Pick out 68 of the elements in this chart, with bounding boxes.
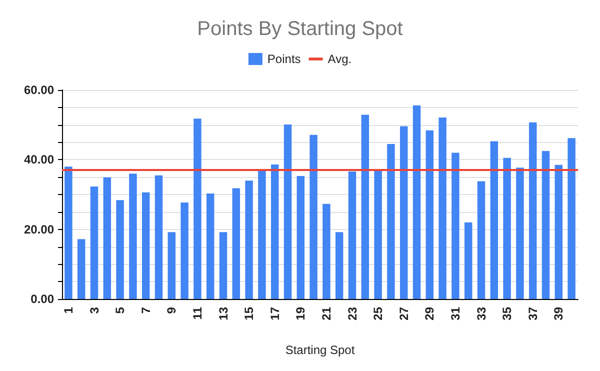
x-tick-label: 31 [448, 306, 462, 320]
y-tick-label: 0.00 [30, 292, 54, 306]
bar [219, 232, 228, 299]
bar [77, 239, 86, 299]
bar [542, 150, 550, 299]
y-tick-label: 20.00 [24, 222, 54, 236]
bar [503, 158, 511, 299]
x-tick-label: 39 [552, 306, 566, 320]
x-tick-label: 7 [138, 306, 153, 314]
bar [528, 122, 537, 299]
bar [490, 141, 498, 299]
bar [258, 170, 266, 299]
bar [103, 177, 112, 299]
bar [400, 126, 408, 299]
bar [232, 188, 240, 299]
x-tick-label: 3 [87, 306, 102, 314]
bar [477, 181, 486, 299]
x-tick-label: 29 [422, 306, 437, 320]
bar [554, 164, 563, 299]
x-tick-label: 11 [190, 306, 204, 320]
bar [310, 134, 318, 299]
bar [168, 232, 176, 299]
bar [438, 118, 446, 299]
bar [374, 170, 382, 299]
bar [284, 124, 292, 299]
bar [116, 200, 124, 299]
bar [464, 222, 472, 299]
bar [142, 192, 150, 299]
x-tick-label: 9 [164, 306, 179, 314]
bar [335, 232, 344, 299]
bar [452, 152, 460, 299]
bar [180, 202, 188, 299]
x-tick-label: 13 [216, 306, 230, 320]
y-tick-label: 40.00 [24, 152, 54, 167]
x-tick-label: 17 [268, 306, 282, 320]
legend-label: Points [267, 52, 301, 66]
bar [516, 168, 524, 299]
x-axis-title: Starting Spot [285, 343, 356, 357]
x-tick-label: 25 [371, 306, 386, 320]
x-tick-label: 19 [294, 306, 308, 320]
bar [64, 166, 72, 299]
bar [426, 130, 434, 299]
x-tick-label: 27 [396, 306, 411, 320]
bar [348, 172, 356, 299]
bar [568, 138, 576, 299]
bar [270, 164, 279, 299]
legend-label: Avg. [328, 52, 352, 66]
bar [90, 186, 98, 299]
bar [387, 144, 395, 299]
bar [194, 118, 202, 299]
x-tick-label: 35 [500, 306, 514, 320]
x-tick-label: 15 [242, 306, 256, 320]
chart-title: Points By Starting Spot [197, 18, 404, 40]
bar [322, 204, 330, 299]
x-tick-label: 23 [345, 306, 360, 320]
bar [296, 176, 305, 299]
bar [412, 105, 421, 299]
x-tick-label: 37 [526, 306, 540, 320]
x-tick-label: 21 [319, 306, 334, 320]
bar [206, 193, 214, 299]
x-tick-label: 33 [474, 306, 488, 320]
bar [245, 180, 253, 299]
x-tick-label: 5 [113, 306, 128, 314]
x-tick-label: 1 [61, 306, 76, 314]
bar [361, 114, 370, 299]
y-tick-label: 60.00 [24, 83, 54, 97]
bar [129, 174, 137, 299]
bar [154, 175, 163, 299]
